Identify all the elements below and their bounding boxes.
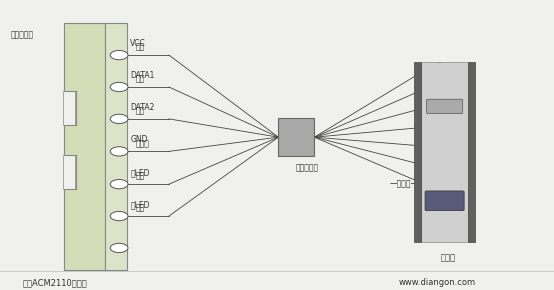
Text: 橙色: 橙色: [136, 43, 145, 52]
Text: www.diangon.com: www.diangon.com: [399, 278, 476, 287]
Text: —橙未用—: —橙未用—: [389, 180, 418, 189]
Bar: [64, 23, 105, 270]
Text: 读卡器引线: 读卡器引线: [11, 30, 34, 39]
Bar: [63, 91, 75, 125]
Text: 科板ACM2110接线住: 科板ACM2110接线住: [22, 278, 87, 287]
Text: GND: GND: [130, 135, 148, 144]
Text: 蓝色: 蓝色: [136, 75, 145, 84]
Circle shape: [110, 147, 128, 156]
Circle shape: [110, 180, 128, 189]
Text: 白: 白: [437, 116, 441, 125]
Text: 综LED: 综LED: [130, 200, 150, 209]
Text: 黑: 黑: [437, 79, 441, 88]
Text: 五类双绞线: 五类双绞线: [296, 163, 319, 172]
Text: VCC: VCC: [130, 39, 146, 48]
Text: 维白: 维白: [136, 204, 145, 213]
Text: DATA1: DATA1: [130, 71, 155, 80]
Text: 读卡器: 读卡器: [440, 254, 455, 263]
Circle shape: [110, 50, 128, 60]
Bar: [468, 62, 475, 242]
Text: 蓝: 蓝: [437, 153, 441, 162]
Text: 红: 红: [437, 61, 441, 70]
Bar: [279, 118, 315, 156]
Circle shape: [110, 243, 128, 253]
Circle shape: [110, 114, 128, 124]
Text: 蓝白: 蓝白: [136, 172, 145, 181]
Text: 橙白色: 橙白色: [136, 139, 150, 148]
Circle shape: [110, 82, 128, 92]
Bar: [421, 62, 468, 242]
FancyBboxPatch shape: [425, 191, 464, 211]
Text: 红LED: 红LED: [130, 168, 150, 177]
Text: 棕: 棕: [437, 135, 441, 144]
Text: 维色: 维色: [136, 106, 145, 115]
Bar: [63, 155, 75, 188]
Bar: [105, 23, 127, 270]
Circle shape: [110, 211, 128, 221]
FancyBboxPatch shape: [427, 99, 463, 114]
Text: 维: 维: [437, 97, 441, 106]
Text: DATA2: DATA2: [130, 103, 155, 112]
Bar: [414, 62, 421, 242]
